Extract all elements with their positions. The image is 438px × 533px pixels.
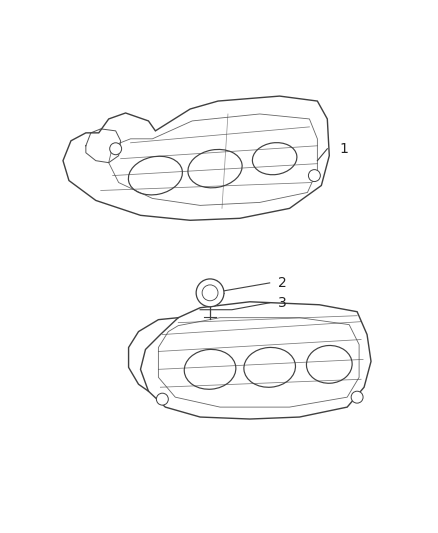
Circle shape	[110, 143, 122, 155]
Circle shape	[156, 393, 168, 405]
Circle shape	[308, 169, 320, 182]
Text: 1: 1	[339, 142, 348, 156]
Text: 3: 3	[278, 296, 286, 310]
Circle shape	[196, 279, 224, 307]
Circle shape	[351, 391, 363, 403]
Text: 2: 2	[278, 276, 286, 290]
